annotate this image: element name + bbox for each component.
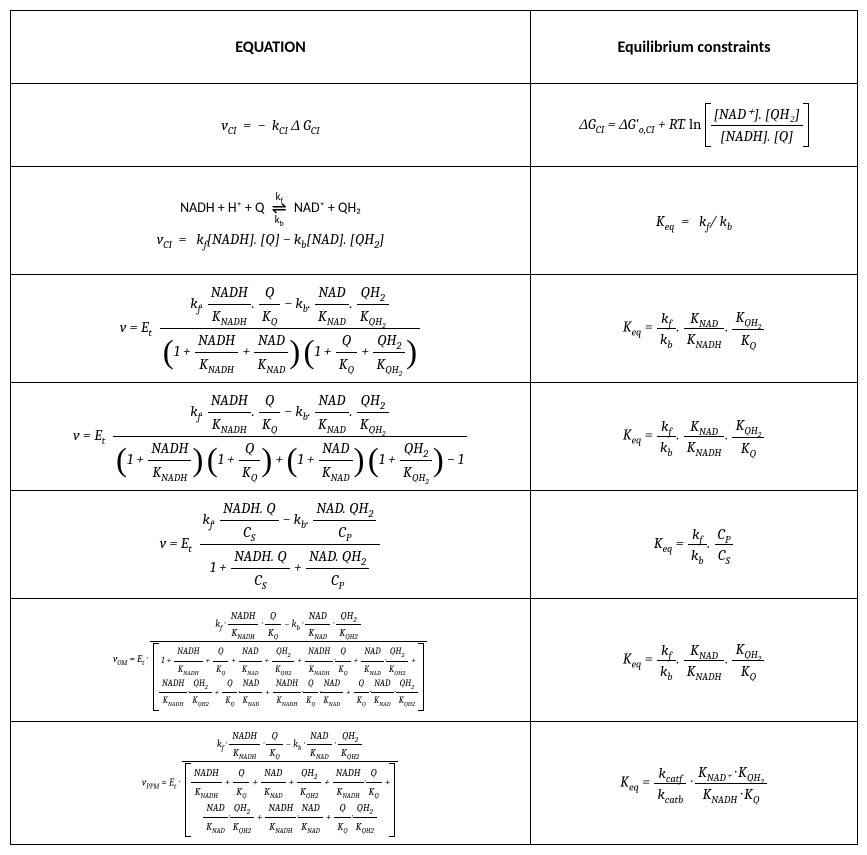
constraint-cell: Keq = kfkb. KNADKNADH. KQH2KQ xyxy=(531,275,858,383)
header-constraints: Equilibrium constraints xyxy=(531,11,858,84)
equation-cell: v = Et kf. NADH. QCS − kb. NAD. QH2CP 1 … xyxy=(11,491,531,599)
constraint-cell: ΔGCI = ΔG'o,CI + RT. ln [NAD⁺]. [QH₂] [N… xyxy=(531,84,858,167)
constraint-cell: Keq = kfkb. CPCS xyxy=(531,491,858,599)
constraint-cell: Keq = kfkb. KNADKNADH. KQH2KQ xyxy=(531,383,858,491)
equations-table: EQUATION Equilibrium constraints vCI = −… xyxy=(10,10,858,845)
table-row: vCI = − kCI Δ GCI ΔGCI = ΔG'o,CI + RT. l… xyxy=(11,84,858,167)
equation-cell: NADH + H⁺ + Q kf ⇌ kb NAD⁺ + QH₂ vCI = k… xyxy=(11,167,531,275)
table-row: NADH + H⁺ + Q kf ⇌ kb NAD⁺ + QH₂ vCI = k… xyxy=(11,167,858,275)
header-equation: EQUATION xyxy=(11,11,531,84)
equation-cell: vCI = − kCI Δ GCI xyxy=(11,84,531,167)
bracket-icon: 1 + NADHKNADH + QKQ + NADKNAD + QH2KQH2 … xyxy=(153,643,424,711)
table-row: v = Et kf. NADH. QCS − kb. NAD. QH2CP 1 … xyxy=(11,491,858,599)
table-row: vOM = Et · kf · NADHKNADH · QKQ − kb · N… xyxy=(11,599,858,722)
equation-cell: v = Et kf. NADHKNADH. QKQ − kb. NADKNAD.… xyxy=(11,275,531,383)
header-row: EQUATION Equilibrium constraints xyxy=(11,11,858,84)
bracket-icon: NADHKNADH + QKQ + NADKNAD + QH2KQH2 + NA… xyxy=(185,763,395,837)
reaction-scheme: NADH + H⁺ + Q kf ⇌ kb NAD⁺ + QH₂ xyxy=(19,191,522,226)
constraint-cell: Keq = kcatfkcatb · KNAD⁺ · KQH2 KNADH · … xyxy=(531,722,858,845)
table-row: v = Et kf. NADHKNADH. QKQ − kb. NADKNAD.… xyxy=(11,275,858,383)
equation-cell: vPPM = Et · kf · NADHKNADH · QKQ − kb · … xyxy=(11,722,531,845)
equation-cell: v = Et kf. NADHKNADH. QKQ − kb. NADKNAD.… xyxy=(11,383,531,491)
equilibrium-arrow-icon: kf ⇌ kb xyxy=(272,191,287,226)
bracket-icon: [NAD⁺]. [QH₂] [NADH]. [Q] xyxy=(705,103,809,147)
constraint-cell: Keq = kfkb. KNADKNADH. KQH2KQ xyxy=(531,599,858,722)
table-row: vPPM = Et · kf · NADHKNADH · QKQ − kb · … xyxy=(11,722,858,845)
constraint-cell: Keq = kf/ kb xyxy=(531,167,858,275)
equation-cell: vOM = Et · kf · NADHKNADH · QKQ − kb · N… xyxy=(11,599,531,722)
table-row: v = Et kf. NADHKNADH. QKQ − kb. NADKNAD.… xyxy=(11,383,858,491)
